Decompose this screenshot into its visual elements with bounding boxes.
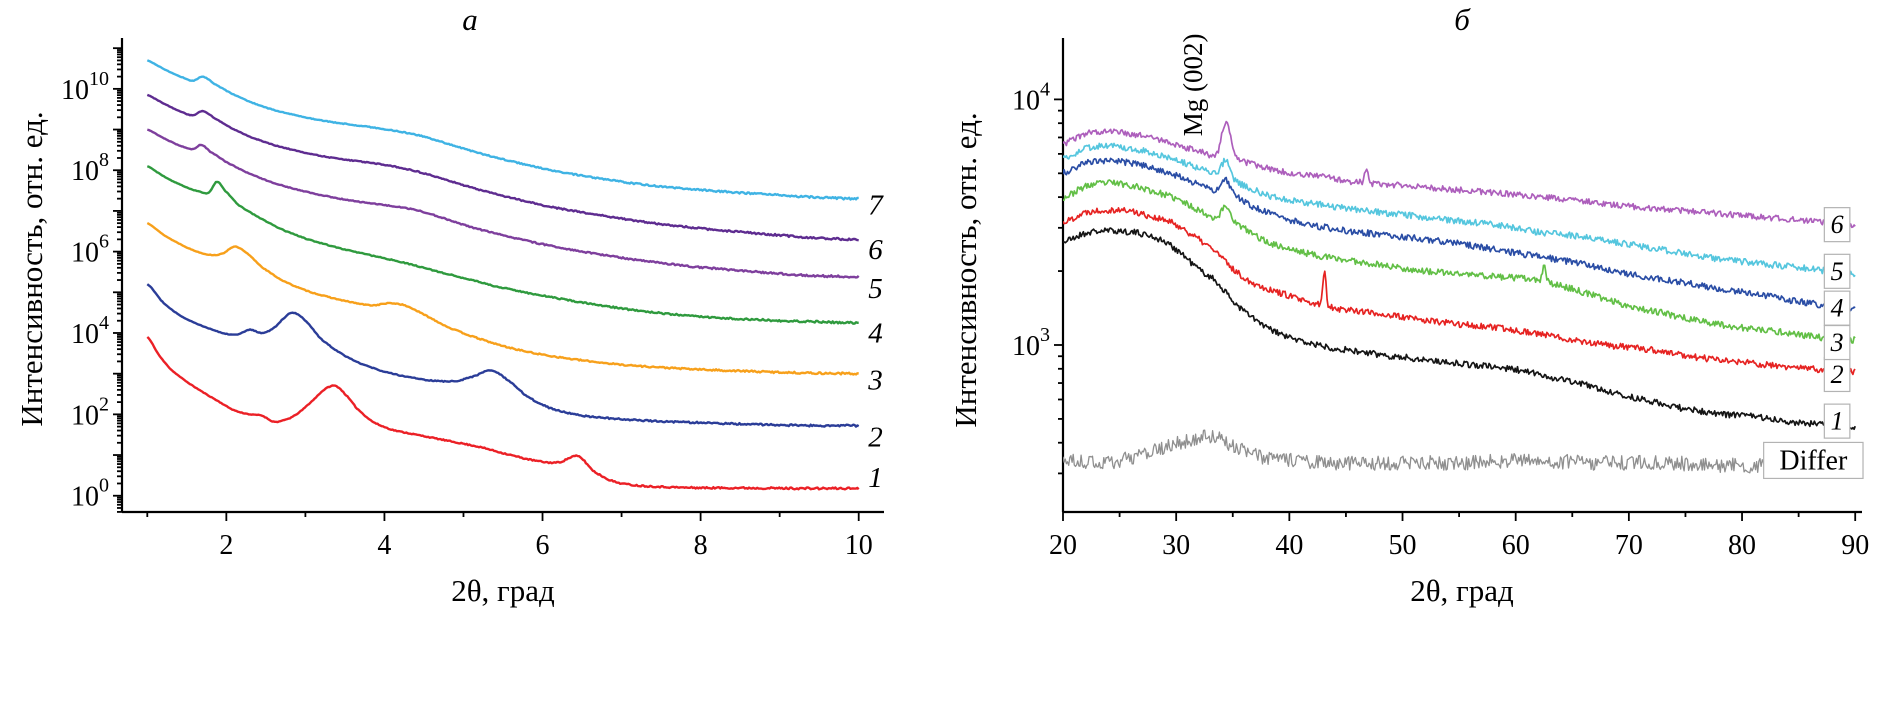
series-label-1: 1 [868, 462, 883, 494]
y-tick-label: 104 [71, 312, 109, 350]
series-a-4 [146, 165, 859, 325]
series-b-6 [1063, 120, 1856, 229]
series-labels: Differ 1 2 3 4 5 6 [1763, 207, 1864, 480]
series-b-4 [1063, 157, 1856, 312]
x-tick-label: 80 [1728, 530, 1756, 561]
series-label-box-5 [1823, 253, 1851, 289]
series-label-6: 6 [1831, 210, 1844, 239]
x-axis-tick-labels: 20 30 40 50 60 70 80 90 [1049, 530, 1869, 561]
series-label-box-Differ [1763, 441, 1864, 480]
series-b-3 [1063, 179, 1856, 344]
series-label-6: 6 [868, 234, 883, 266]
x-tick-label: 40 [1275, 530, 1303, 561]
series-label-7: 7 [868, 189, 884, 221]
x-axis-ticks [146, 512, 860, 521]
x-tick-label: 90 [1841, 530, 1869, 561]
x-tick-label: 30 [1162, 530, 1190, 561]
series-label-Differ: Differ [1779, 446, 1848, 477]
x-tick-label: 60 [1502, 530, 1530, 561]
x-tick-label: 6 [536, 530, 550, 561]
series-a-7 [146, 59, 859, 201]
x-axis-tick-labels: 2 4 6 8 10 [219, 530, 872, 561]
x-axis-ticks [1062, 512, 1857, 521]
series-b-5 [1063, 142, 1856, 278]
axes-spines [120, 38, 884, 514]
panel-a-chart: 2 4 6 8 10 100 102 104 106 108 1010 1 2 3 4 5 6 7 [61, 38, 884, 561]
y-axis-tick-labels: 100 102 104 106 108 1010 [61, 68, 109, 513]
y-tick-label: 106 [71, 231, 109, 269]
series-label-5: 5 [868, 273, 883, 305]
series-label-2: 2 [1831, 360, 1844, 389]
series-label-box-6 [1823, 207, 1851, 243]
series-label-3: 3 [1830, 328, 1844, 357]
series-b-1 [1063, 227, 1856, 431]
panel-b-yaxis-label: Интенсивность, отн. ед. [948, 112, 983, 428]
y-tick-label: 103 [1012, 324, 1050, 362]
series-label-5: 5 [1831, 257, 1844, 286]
series-b-Differ [1063, 429, 1856, 474]
series-label-box-1 [1823, 403, 1851, 439]
x-tick-label: 8 [694, 530, 708, 561]
series-label-4: 4 [868, 318, 883, 350]
panel-a-yaxis-label: Интенсивность, отн. ед. [14, 111, 49, 427]
panel-b-xaxis-label: 2θ, град [1410, 573, 1514, 608]
series-label-4: 4 [1831, 294, 1844, 323]
y-tick-label: 102 [71, 393, 109, 431]
x-tick-label: 70 [1615, 530, 1643, 561]
y-tick-label: 1010 [61, 68, 109, 106]
y-tick-label: 104 [1012, 78, 1050, 116]
series-a-6 [146, 93, 859, 242]
series-group [1063, 120, 1856, 474]
x-tick-label: 4 [377, 530, 391, 561]
y-tick-label: 108 [71, 149, 109, 187]
series-labels: 1 2 3 4 5 6 7 [867, 189, 884, 494]
panel-a-title: а [462, 2, 478, 37]
y-tick-label: 100 [71, 475, 109, 513]
y-axis-ticks [113, 47, 122, 513]
x-tick-label: 50 [1389, 530, 1417, 561]
panel-b-title: б [1454, 2, 1470, 37]
axes-spines [1061, 38, 1862, 514]
x-tick-label: 2 [219, 530, 233, 561]
series-a-2 [146, 283, 860, 428]
panel-b-chart: 20 30 40 50 60 70 80 90 103 104 Differ 1 2 3 4 5 6 Mg (00… [1012, 33, 1869, 561]
series-label-3: 3 [867, 364, 883, 396]
x-tick-label: 10 [845, 530, 873, 561]
series-b-2 [1063, 206, 1856, 376]
series-label-box-3 [1823, 324, 1851, 361]
y-axis-ticks [1054, 98, 1063, 475]
series-a-1 [146, 336, 860, 491]
panel-a-xaxis-label: 2θ, град [451, 573, 555, 608]
series-group [146, 59, 860, 491]
series-a-5 [147, 128, 860, 279]
series-label-2: 2 [868, 421, 883, 453]
series-a-3 [146, 222, 859, 376]
series-label-box-4 [1823, 290, 1851, 326]
x-tick-label: 20 [1049, 530, 1077, 561]
y-axis-tick-labels: 103 104 [1012, 78, 1050, 362]
series-label-box-2 [1823, 356, 1851, 393]
peak-annotation-mg-002: Mg (002) [1178, 33, 1208, 136]
series-label-1: 1 [1831, 407, 1844, 436]
